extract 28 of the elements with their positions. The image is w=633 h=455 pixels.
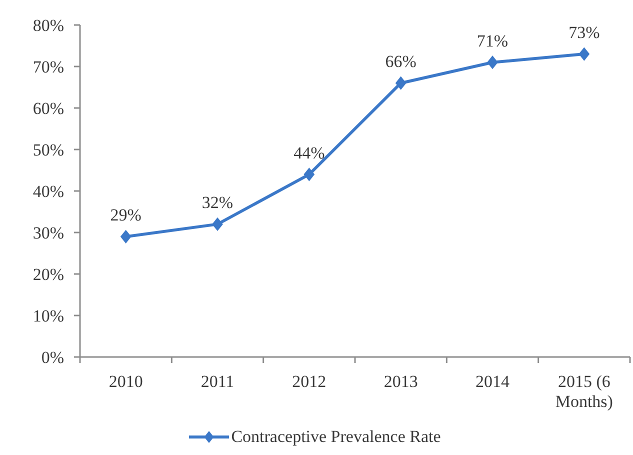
- point: [487, 56, 498, 69]
- point: [120, 230, 132, 244]
- data-label: 44%: [294, 143, 325, 162]
- data-label: 29%: [110, 206, 142, 225]
- x-tick-label: 2012: [292, 372, 326, 391]
- x-tick-label: 2011: [200, 372, 234, 391]
- point: [578, 48, 590, 61]
- x-tick-label: 2013: [384, 372, 418, 391]
- x-tick-label: 2015 (6 Months): [555, 372, 613, 411]
- y-tick-label: 0%: [41, 348, 64, 368]
- y-tick-label: 20%: [32, 265, 64, 284]
- y-tick-label: 60%: [32, 99, 64, 118]
- point: [396, 76, 406, 90]
- point: [212, 218, 223, 231]
- y-tick-label: 30%: [32, 224, 64, 243]
- x-tick-label: 2010: [108, 372, 143, 391]
- x-tick-label: 2014: [476, 372, 510, 391]
- point: [304, 168, 314, 181]
- data-label: 71%: [476, 31, 508, 50]
- y-tick-label: 70%: [32, 58, 64, 77]
- y-tick-label: 80%: [32, 16, 64, 36]
- data-label: 66%: [385, 52, 416, 72]
- legend-label: Contraceptive Prevalence Rate: [231, 427, 441, 447]
- y-tick-label: 50%: [32, 140, 64, 160]
- y-tick-label: 40%: [32, 182, 64, 202]
- data-label: 73%: [568, 23, 600, 42]
- data-label: 32%: [202, 193, 234, 212]
- y-tick-label: 10%: [32, 306, 64, 326]
